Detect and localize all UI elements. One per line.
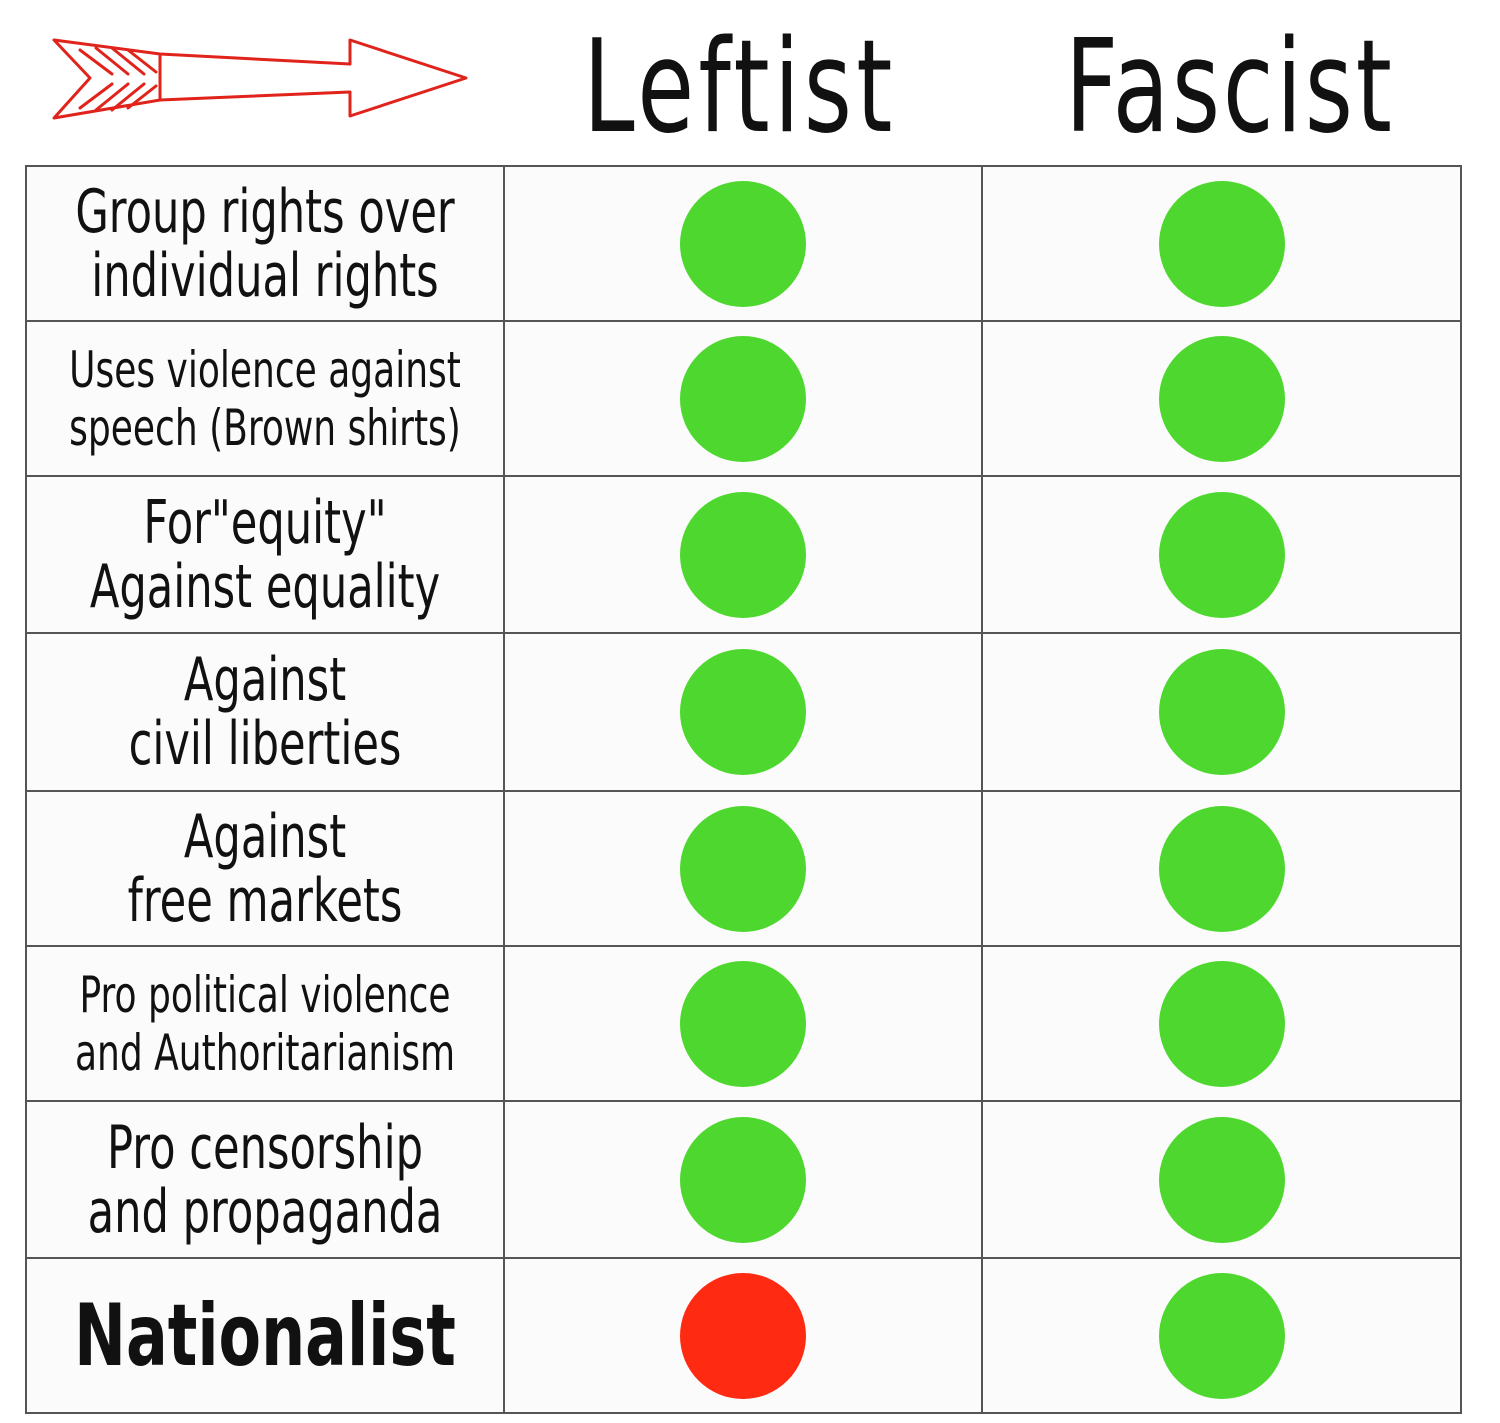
table-row: For"equity" Against equality xyxy=(25,475,1462,634)
row-label-cell: Group rights over individual rights xyxy=(25,165,505,322)
green-dot-icon xyxy=(680,491,806,618)
fascist-cell xyxy=(981,1100,1462,1259)
leftist-cell xyxy=(503,320,983,477)
green-dot-icon xyxy=(680,180,806,307)
table-row: Nationalist xyxy=(25,1257,1462,1414)
row-label: Uses violence against speech (Brown shir… xyxy=(69,340,461,457)
green-dot-icon xyxy=(680,805,806,932)
leftist-cell xyxy=(503,165,983,322)
leftist-cell xyxy=(503,790,983,947)
comparison-table: Group rights over individual rights Uses … xyxy=(25,165,1462,1414)
row-label-cell: For"equity" Against equality xyxy=(25,475,505,634)
row-label: Nationalist xyxy=(74,1285,456,1386)
fascist-cell xyxy=(981,790,1462,947)
green-dot-icon xyxy=(680,649,806,775)
green-dot-icon xyxy=(1158,491,1285,618)
row-label: For"equity" Against equality xyxy=(89,487,441,622)
fascist-cell xyxy=(981,632,1462,792)
table-row: Pro political violence and Authoritarian… xyxy=(25,945,1462,1102)
green-dot-icon xyxy=(680,960,806,1087)
leftist-cell xyxy=(503,632,983,792)
table-row: Against free markets xyxy=(25,790,1462,947)
green-dot-icon xyxy=(680,335,806,462)
red-arrow-icon xyxy=(52,38,468,120)
row-label-cell: Pro political violence and Authoritarian… xyxy=(25,945,505,1102)
green-dot-icon xyxy=(1158,1116,1285,1243)
row-label-cell: Nationalist xyxy=(25,1257,505,1414)
green-dot-icon xyxy=(1158,805,1285,932)
green-dot-icon xyxy=(1158,1272,1285,1399)
row-label: Pro censorship and propaganda xyxy=(87,1112,443,1247)
row-label: Pro political violence and Authoritarian… xyxy=(74,965,456,1082)
leftist-cell xyxy=(503,1257,983,1414)
leftist-cell xyxy=(503,1100,983,1259)
table-row: Uses violence against speech (Brown shir… xyxy=(25,320,1462,477)
leftist-cell xyxy=(503,475,983,634)
header: Leftist Fascist xyxy=(0,0,1500,165)
red-dot-icon xyxy=(680,1272,806,1399)
table-row: Pro censorship and propaganda xyxy=(25,1100,1462,1259)
fascist-cell xyxy=(981,1257,1462,1414)
green-dot-icon xyxy=(1158,960,1285,1087)
green-dot-icon xyxy=(1158,649,1285,775)
row-label: Against civil liberties xyxy=(128,645,402,779)
row-label: Against free markets xyxy=(127,801,403,936)
column-header-leftist: Leftist xyxy=(583,13,897,162)
row-label-cell: Pro censorship and propaganda xyxy=(25,1100,505,1259)
fascist-cell xyxy=(981,165,1462,322)
table-row: Group rights over individual rights xyxy=(25,165,1462,322)
green-dot-icon xyxy=(1158,335,1285,462)
row-label-cell: Against civil liberties xyxy=(25,632,505,792)
table-row: Against civil liberties xyxy=(25,632,1462,792)
leftist-cell xyxy=(503,945,983,1102)
row-label-cell: Against free markets xyxy=(25,790,505,947)
row-label-cell: Uses violence against speech (Brown shir… xyxy=(25,320,505,477)
fascist-cell xyxy=(981,475,1462,634)
fascist-cell xyxy=(981,320,1462,477)
row-label: Group rights over individual rights xyxy=(75,176,455,311)
column-header-fascist: Fascist xyxy=(1065,13,1395,162)
fascist-cell xyxy=(981,945,1462,1102)
green-dot-icon xyxy=(1158,180,1285,307)
green-dot-icon xyxy=(680,1116,806,1243)
